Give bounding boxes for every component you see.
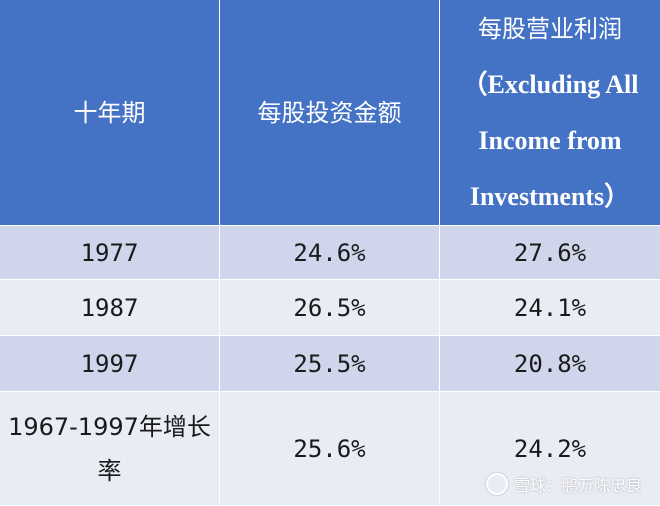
row-3-profit-text: 20.8%	[513, 349, 587, 378]
row-1-period: 1977	[0, 226, 220, 280]
row-3-investment-text: 25.5%	[293, 349, 366, 378]
header-profit: 每股营业利润 （Excluding All Income from Invest…	[440, 0, 660, 226]
row-1-profit-text: 27.6%	[513, 238, 587, 267]
row-3-period: 1997	[0, 336, 220, 392]
header-investment: 每股投资金额	[220, 0, 440, 226]
row-1-period-text: 1977	[80, 238, 139, 267]
row-4-investment-text: 25.6%	[293, 434, 366, 463]
row-4-period: 1967-1997年增长率	[0, 392, 220, 506]
header-period-label: 十年期	[73, 98, 146, 127]
row-2-investment: 26.5%	[220, 280, 440, 336]
row-4-profit-text: 24.2%	[513, 434, 587, 463]
header-profit-line-4: Investments）	[469, 181, 631, 211]
header-profit-line-2: （Excluding All	[461, 69, 639, 99]
row-2-period: 1987	[0, 280, 220, 336]
row-4-investment: 25.6%	[220, 392, 440, 506]
header-profit-line-3: Income from	[478, 125, 622, 155]
watermark: 雪球：鹏万陈忠良	[485, 472, 642, 496]
row-2-profit: 24.1%	[440, 280, 660, 336]
row-3-investment: 25.5%	[220, 336, 440, 392]
header-period: 十年期	[0, 0, 220, 226]
row-1-investment-text: 24.6%	[293, 238, 366, 267]
row-1-profit: 27.6%	[440, 226, 660, 280]
row-1-investment: 24.6%	[220, 226, 440, 280]
snowball-logo-icon	[485, 473, 508, 495]
row-2-investment-text: 26.5%	[293, 293, 366, 322]
header-profit-line-1: 每股营业利润	[478, 14, 622, 43]
row-3-period-text: 1997	[80, 349, 139, 378]
row-4-period-text: 1967-1997年增长率	[8, 412, 211, 485]
header-investment-label: 每股投资金额	[257, 98, 402, 127]
row-2-profit-text: 24.1%	[513, 293, 587, 322]
row-4-profit: 24.2%	[440, 392, 660, 506]
row-3-profit: 20.8%	[440, 336, 660, 392]
row-2-period-text: 1987	[80, 293, 139, 322]
watermark-text: 雪球：鹏万陈忠良	[513, 476, 642, 495]
